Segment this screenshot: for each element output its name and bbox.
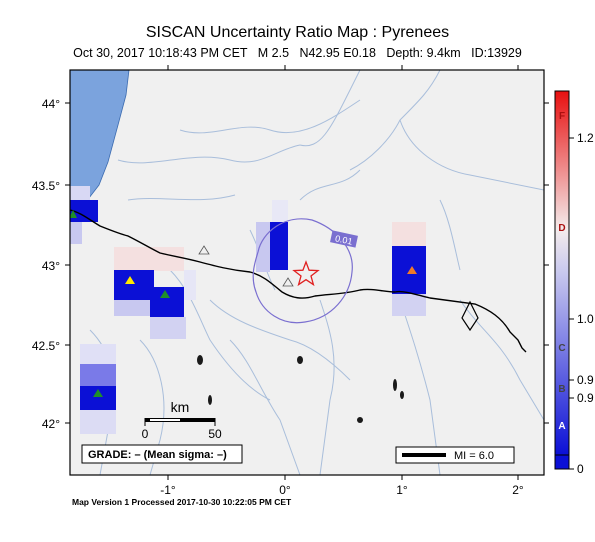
colorbar-value: 0 — [577, 462, 584, 476]
station-triangle — [407, 266, 417, 274]
grade-letter: B — [558, 384, 565, 395]
stations — [70, 210, 417, 397]
map-title: SISCAN Uncertainty Ratio Map : Pyrenees — [145, 24, 450, 41]
lat-label: 43.5° — [32, 179, 60, 193]
probability-contour — [252, 218, 353, 324]
map-frame — [69, 69, 545, 476]
event-coords: N42.95 E0.18 — [299, 46, 376, 60]
latitude-labels: 44° 43.5° 43° 42.5° 42° — [32, 97, 60, 431]
map-area: 0.01 km 0 50 GRADE: – (Mean sigma — [70, 70, 544, 475]
lat-label: 43° — [42, 259, 60, 273]
axis-ticks — [65, 65, 549, 480]
grade-letter: A — [558, 421, 565, 432]
colorbar-value: 1.0 — [577, 312, 594, 326]
epicenter-star-icon — [292, 260, 320, 287]
uncertainty-cells — [70, 186, 426, 434]
station-triangle — [70, 210, 77, 218]
lon-label: 0° — [279, 483, 291, 497]
grade-box: GRADE: – (Mean sigma: –) — [81, 444, 243, 464]
scale-bar-unit: km — [171, 399, 190, 415]
station-triangle — [198, 245, 210, 255]
grade-letter: D — [558, 223, 565, 234]
contour-label-text: 0.01 — [334, 233, 353, 246]
station-triangle — [282, 277, 294, 287]
grade-letter: C — [558, 343, 565, 354]
colorbar-value: 1.2 — [577, 131, 594, 145]
mi-label: MI = 6.0 — [454, 450, 494, 462]
lon-label: 2° — [512, 483, 524, 497]
andorra-border — [461, 300, 479, 332]
event-depth: Depth: 9.4km — [386, 46, 461, 60]
grade-letter: F — [559, 111, 565, 122]
reservoirs — [197, 355, 404, 423]
lon-label: 1° — [396, 483, 408, 497]
lat-label: 42.5° — [32, 339, 60, 353]
scale-bar: km 0 50 — [142, 399, 222, 441]
colorbar: F D C B A 1.2 1.0 0.9 0.9 0 — [554, 90, 594, 476]
station-triangle — [93, 389, 103, 397]
station-triangle — [125, 276, 135, 284]
lon-label: -1° — [160, 483, 176, 497]
event-magnitude: M 2.5 — [257, 46, 290, 60]
lat-label: 42° — [42, 417, 60, 431]
event-id: ID:13929 — [471, 46, 522, 60]
longitude-labels: -1° 0° 1° 2° — [160, 483, 524, 497]
scale-bar-tick-50: 50 — [208, 427, 222, 441]
scale-bar-tick-0: 0 — [142, 427, 149, 441]
contour-label: 0.01 — [330, 230, 358, 248]
processing-footer: Map Version 1 Processed 2017-10-30 10:22… — [72, 497, 292, 507]
mi-box: MI = 6.0 — [395, 446, 515, 464]
lat-label: 44° — [42, 97, 60, 111]
colorbar-value: 0.9 — [577, 373, 594, 387]
colorbar-value: 0.9 — [577, 391, 594, 405]
national-border — [70, 209, 527, 353]
event-subtitle: Oct 30, 2017 10:18:43 PM CET M 2.5 N42.9… — [0, 46, 595, 60]
grade-label: GRADE: – (Mean sigma: –) — [88, 449, 227, 461]
event-datetime: Oct 30, 2017 10:18:43 PM CET — [73, 46, 248, 60]
station-triangle — [160, 290, 170, 298]
